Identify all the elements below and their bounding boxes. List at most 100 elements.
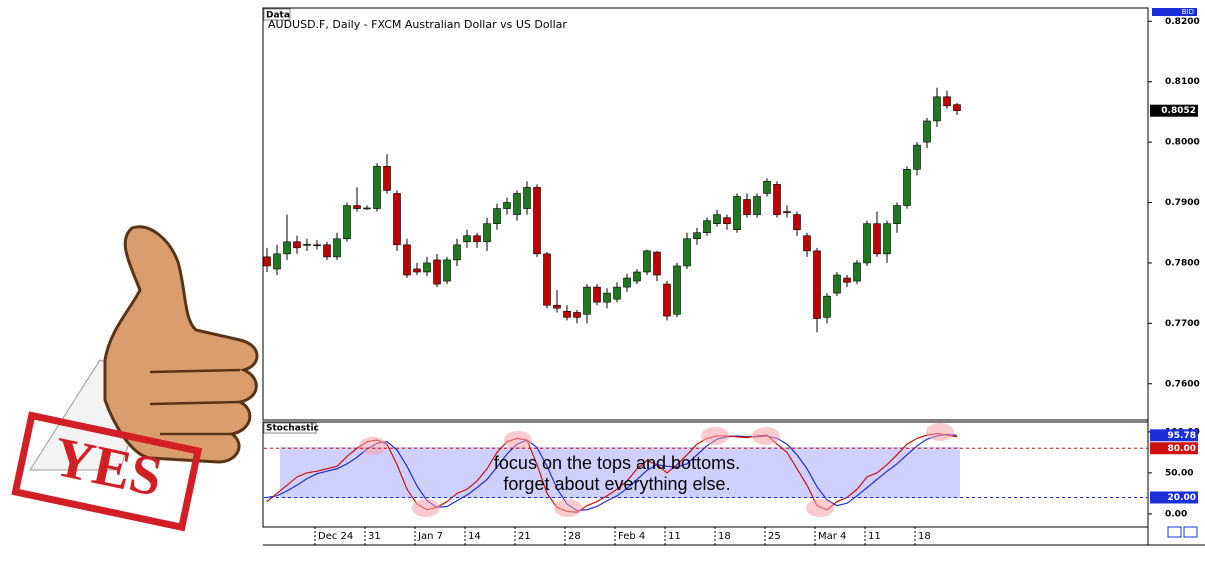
price-panel (262, 7, 1149, 421)
thumbs-up-illustration: YES (11, 225, 259, 532)
y-tick-label: 0.7600 (1165, 379, 1200, 389)
x-tick-label: 18 (718, 531, 731, 542)
candle-body (673, 265, 681, 315)
x-tick-label: 21 (518, 531, 531, 542)
data-label-box (263, 8, 291, 21)
value-tag (1150, 429, 1198, 442)
candle-body (313, 244, 321, 247)
candle-body (883, 223, 891, 255)
candle-body (953, 104, 961, 111)
highlight (359, 437, 387, 455)
candle-body (553, 304, 561, 309)
candle-body (563, 310, 571, 318)
highlight (701, 427, 729, 445)
x-tick-label: 14 (468, 531, 481, 542)
candle-body (753, 196, 761, 215)
candle-body (623, 277, 631, 288)
finger-lines (149, 368, 241, 436)
value-tag-label: 95.78 (1168, 431, 1196, 441)
candle-body (443, 259, 451, 282)
candle-body (323, 244, 331, 258)
candle-body (413, 268, 421, 273)
candle-body (793, 214, 801, 231)
candle-body (593, 286, 601, 303)
focus-zone (280, 447, 960, 498)
highlight (412, 499, 440, 517)
candle-body (913, 144, 921, 170)
candle-body (473, 235, 481, 243)
candle-body (823, 295, 831, 318)
candle-body (483, 223, 491, 243)
candle-body (603, 292, 611, 303)
candle-body (723, 217, 731, 224)
highlight (806, 499, 834, 517)
annotation: focus on the tops and bottoms. (494, 453, 740, 473)
bid-box (1152, 8, 1197, 16)
candle-body (503, 202, 511, 209)
x-tick-label: 31 (368, 531, 381, 542)
y-tick-label: 0.7900 (1165, 198, 1200, 208)
x-tick-label: Jan 7 (417, 531, 443, 542)
candle-body (663, 283, 671, 317)
y-tick-label: 0.7700 (1165, 319, 1200, 329)
candle-body (733, 196, 741, 231)
candle-body (873, 223, 881, 255)
candle-body (773, 184, 781, 215)
candle-body (613, 286, 621, 300)
x-tick-label: 25 (768, 531, 781, 542)
candle-body (433, 259, 441, 285)
candle-body (703, 220, 711, 234)
highlights (359, 423, 954, 517)
candle-body (383, 165, 391, 191)
candle-body (583, 286, 591, 315)
candle-body (273, 253, 281, 270)
candle-body (833, 274, 841, 294)
candle-body (363, 207, 371, 210)
x-tick-label: Feb 4 (618, 531, 645, 542)
x-tick-label: 11 (868, 531, 881, 542)
x-tick-label: 28 (568, 531, 581, 542)
candle-body (863, 223, 871, 264)
candle-body (303, 243, 311, 246)
zoom-button[interactable] (1183, 526, 1198, 538)
candle-body (393, 193, 401, 246)
highlight (752, 427, 780, 445)
candle-body (803, 235, 811, 252)
y-tick-label: 0.8000 (1165, 138, 1200, 148)
candle-body (643, 250, 651, 273)
candle-body (813, 250, 821, 319)
candle-body (933, 96, 941, 122)
x-tick-label: Dec 24 (318, 531, 353, 542)
candle-body (533, 187, 541, 255)
candle-body (523, 187, 531, 209)
candle-body (373, 165, 381, 209)
candle-body (923, 120, 931, 143)
candle-body (333, 238, 341, 258)
highlight (926, 423, 954, 441)
candle-body (783, 211, 791, 213)
candle-body (653, 251, 661, 276)
candle-body (423, 262, 431, 273)
y-tick-label: 50.00 (1165, 468, 1193, 478)
annotation: forget about everything else. (503, 474, 730, 494)
stamp-border (11, 411, 203, 532)
value-tag-label: 0.8052 (1161, 106, 1196, 116)
highlight (504, 431, 532, 449)
candle-body (263, 256, 271, 267)
candle-body (683, 238, 691, 267)
value-tag-label: 80.00 (1168, 444, 1196, 454)
zoom-button[interactable] (1167, 526, 1182, 538)
value-tag-label: 20.00 (1168, 493, 1196, 503)
candle-body (633, 271, 641, 282)
bid-label: BID (1182, 8, 1194, 16)
y-tick-label: 0.00 (1165, 509, 1187, 519)
candle-body (763, 181, 771, 194)
candle-body (513, 193, 521, 215)
candle-body (453, 244, 461, 261)
candle-body (903, 168, 911, 206)
stochastic-label-box (263, 422, 317, 434)
value-tag (1150, 491, 1198, 504)
value-tag (1150, 104, 1198, 117)
